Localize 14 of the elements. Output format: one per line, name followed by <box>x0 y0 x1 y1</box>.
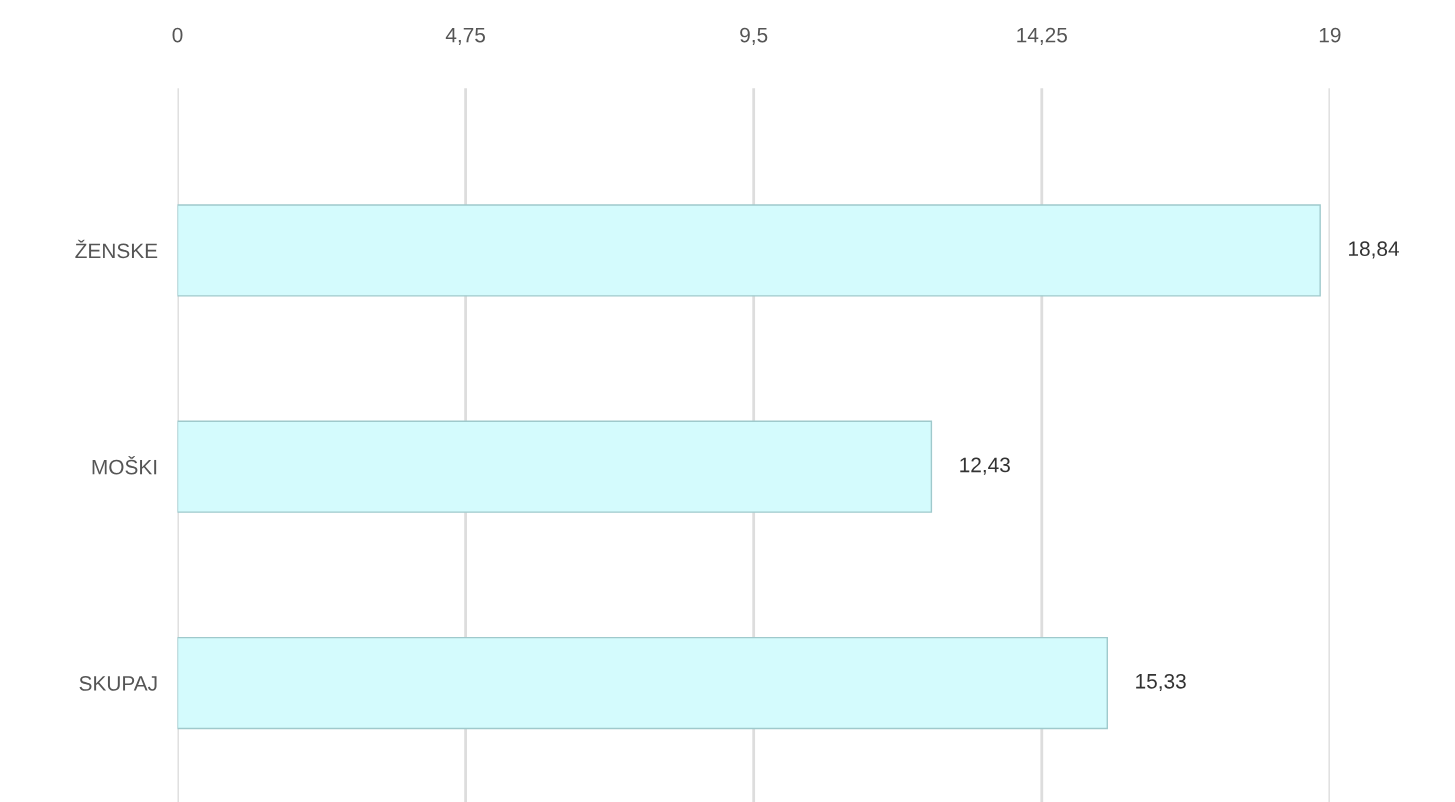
x-tick-label: 4,75 <box>445 27 485 45</box>
data-label: 15,33 <box>1136 673 1186 692</box>
data-label: 12,43 <box>960 457 1010 475</box>
bar <box>177 420 933 513</box>
x-tick-label: 9,5 <box>740 27 768 45</box>
data-label: 18,84 <box>1349 241 1399 259</box>
y-tick-label: ŽENSKE <box>75 239 158 259</box>
bar <box>177 204 1321 297</box>
x-tick-label: 0 <box>172 27 183 43</box>
x-tick-label: 14,25 <box>1017 27 1067 45</box>
bar <box>177 636 1108 730</box>
y-tick-label: SKUPAJ <box>79 676 157 691</box>
y-tick-label: MOŠKI <box>92 456 157 475</box>
x-tick-label: 19 <box>1319 27 1341 43</box>
